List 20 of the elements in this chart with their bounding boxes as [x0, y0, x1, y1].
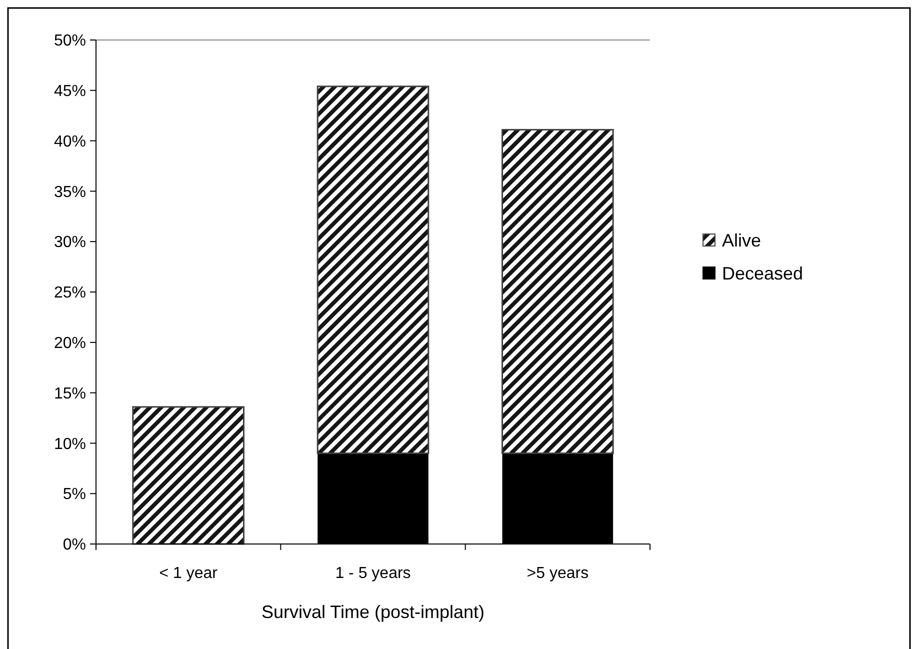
y-tick-label: 25%: [54, 284, 86, 302]
y-tick-label: 5%: [62, 486, 86, 504]
legend-label: Deceased: [722, 263, 804, 284]
y-tick-label: 0%: [62, 536, 86, 554]
legend-label: Alive: [722, 230, 762, 250]
y-tick-label: 50%: [54, 32, 86, 50]
y-tick-label: 20%: [54, 335, 86, 352]
bar: [132, 406, 244, 545]
y-tick-label: 15%: [54, 385, 86, 402]
x-tick-label: < 1 year: [159, 565, 218, 582]
y-tick-label: 35%: [54, 184, 86, 201]
y-tick-label: 45%: [54, 83, 86, 100]
x-tick-label: >5 years: [526, 565, 589, 582]
x-tick-label: 1 - 5 years: [335, 565, 411, 582]
y-tick-label: 30%: [54, 234, 86, 252]
x-axis-title: Survival Time (post-implant): [261, 602, 485, 622]
bar: [502, 128, 614, 454]
y-tick-label: 40%: [54, 133, 86, 150]
bar: [316, 86, 430, 454]
y-tick-label: 10%: [54, 436, 86, 453]
